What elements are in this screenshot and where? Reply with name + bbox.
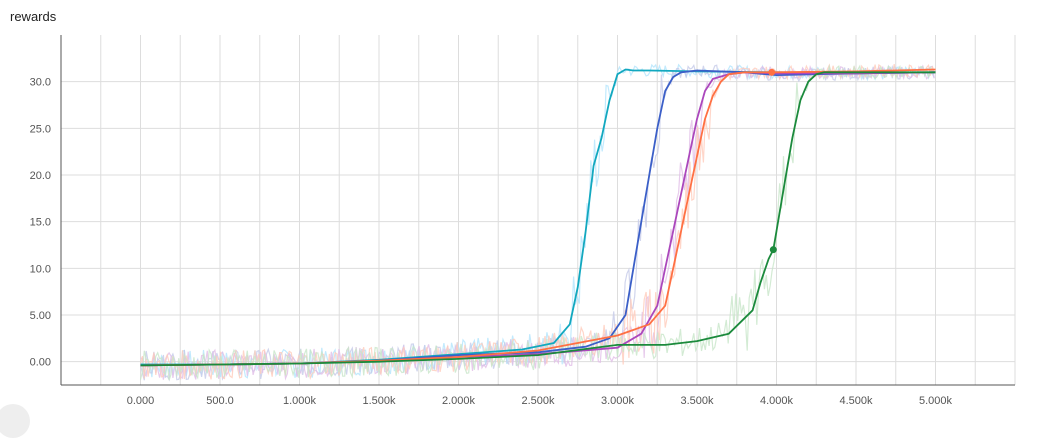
x-tick-label: 4.500k bbox=[839, 395, 873, 407]
x-tick-label: 0.000 bbox=[127, 395, 155, 407]
y-tick-label: 10.0 bbox=[30, 263, 51, 275]
grid bbox=[60, 35, 1016, 385]
highlight-point[interactable] bbox=[769, 246, 777, 254]
x-tick-label: 1.000k bbox=[283, 395, 317, 407]
tick-labels: 0.000 500.0 1.000k 1.500k 2.000k 2.500k 3.000k… bbox=[30, 77, 953, 407]
rewards-chart[interactable]: 0.000 500.0 1.000k 1.500k 2.000k 2.500k 3.000k… bbox=[0, 0, 1041, 417]
x-tick-label: 500.0 bbox=[206, 395, 234, 407]
y-tick-label: 15.0 bbox=[30, 217, 51, 229]
y-tick-label: 30.0 bbox=[30, 77, 51, 89]
y-tick-label: 0.00 bbox=[30, 357, 51, 369]
x-tick-label: 2.500k bbox=[521, 395, 555, 407]
x-tick-label: 3.000k bbox=[601, 395, 635, 407]
highlight-points bbox=[768, 68, 777, 254]
series-line[interactable] bbox=[140, 68, 936, 367]
axes bbox=[60, 35, 1015, 386]
chart-title: rewards bbox=[10, 9, 57, 24]
x-tick-label: 4.000k bbox=[760, 395, 794, 407]
series-layer bbox=[140, 68, 936, 367]
x-tick-label: 1.500k bbox=[362, 395, 396, 407]
x-tick-label: 3.500k bbox=[680, 395, 714, 407]
y-tick-label: 5.00 bbox=[30, 310, 51, 322]
expand-button[interactable] bbox=[0, 404, 30, 438]
x-tick-label: 2.000k bbox=[442, 395, 476, 407]
y-tick-label: 25.0 bbox=[30, 123, 51, 135]
highlight-point[interactable] bbox=[768, 68, 776, 76]
y-tick-label: 20.0 bbox=[30, 170, 51, 182]
series-line[interactable] bbox=[140, 71, 936, 367]
x-tick-label: 5.000k bbox=[919, 395, 953, 407]
